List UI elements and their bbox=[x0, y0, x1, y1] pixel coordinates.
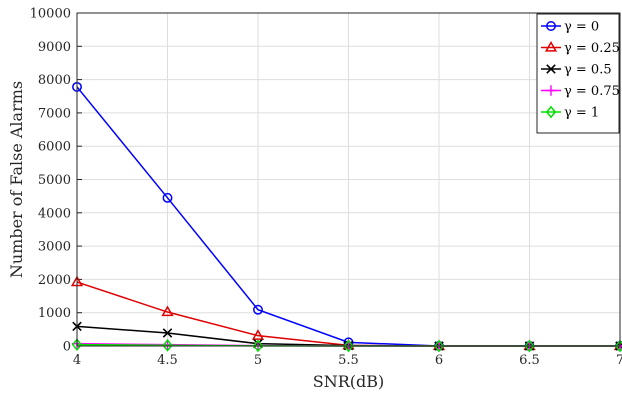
data-point bbox=[162, 328, 173, 338]
data-point bbox=[433, 339, 445, 353]
plot-frame bbox=[76, 12, 621, 347]
y-tick-label: 4000 bbox=[38, 206, 71, 221]
x-tick-label: 5 bbox=[254, 353, 262, 368]
y-tick-label: 1000 bbox=[38, 306, 71, 321]
data-point bbox=[253, 304, 263, 315]
x-tick-label: 6 bbox=[435, 353, 443, 368]
legend-item: γ = 1 bbox=[541, 106, 599, 121]
data-point bbox=[252, 339, 264, 353]
legend-marker bbox=[544, 40, 558, 52]
data-point bbox=[343, 339, 354, 353]
legend-marker bbox=[545, 85, 557, 96]
legend-item: γ = 0.25 bbox=[541, 40, 620, 56]
y-tick-label: 6000 bbox=[38, 140, 71, 155]
legend-label: γ = 0 bbox=[564, 20, 599, 35]
y-tick-label: 3000 bbox=[38, 240, 71, 255]
y-tick-label: 8000 bbox=[38, 73, 71, 88]
axis-ticks: 4 4.5 5 5.5 6 6.5 7 0 1000 2000 3000 4000 5000 6000 70… bbox=[30, 7, 622, 369]
data-point bbox=[251, 329, 265, 340]
y-tick-label: 9000 bbox=[38, 40, 71, 55]
legend-marker bbox=[546, 64, 556, 74]
data-point bbox=[162, 338, 173, 352]
y-axis-label: Number of False Alarms bbox=[7, 81, 26, 278]
y-tick-label: 0 bbox=[63, 340, 71, 355]
legend-label: γ = 0.75 bbox=[564, 84, 620, 99]
data-point bbox=[524, 339, 535, 353]
legend: γ = 0 γ = 0.25 γ = 0.5 γ = 0.75 γ = 1 bbox=[536, 13, 620, 134]
x-tick-label: 4.5 bbox=[157, 353, 178, 368]
legend-label: γ = 0.25 bbox=[564, 41, 620, 56]
x-tick-label: 6.5 bbox=[519, 353, 540, 368]
y-tick-label: 7000 bbox=[38, 106, 71, 121]
y-tick-label: 5000 bbox=[38, 173, 71, 188]
data-point bbox=[614, 339, 622, 353]
data-point bbox=[161, 305, 174, 317]
legend-label: γ = 0.5 bbox=[564, 63, 612, 78]
y-tick-label: 10000 bbox=[30, 7, 71, 22]
legend-item: γ = 0.5 bbox=[541, 63, 612, 78]
y-tick-label: 2000 bbox=[38, 273, 71, 288]
legend-marker bbox=[545, 105, 557, 119]
legend-box bbox=[536, 13, 620, 134]
legend-label: γ = 1 bbox=[564, 106, 599, 121]
x-axis-label: SNR(dB) bbox=[313, 372, 385, 391]
x-tick-label: 7 bbox=[616, 353, 622, 368]
legend-item: γ = 0 bbox=[541, 20, 599, 35]
series-4 bbox=[71, 338, 622, 353]
x-tick-label: 5.5 bbox=[338, 353, 359, 368]
legend-item: γ = 0.75 bbox=[541, 84, 620, 99]
data-point bbox=[162, 192, 173, 203]
legend-marker bbox=[546, 21, 556, 31]
x-tick-label: 4 bbox=[73, 353, 81, 368]
data-point bbox=[71, 338, 83, 352]
